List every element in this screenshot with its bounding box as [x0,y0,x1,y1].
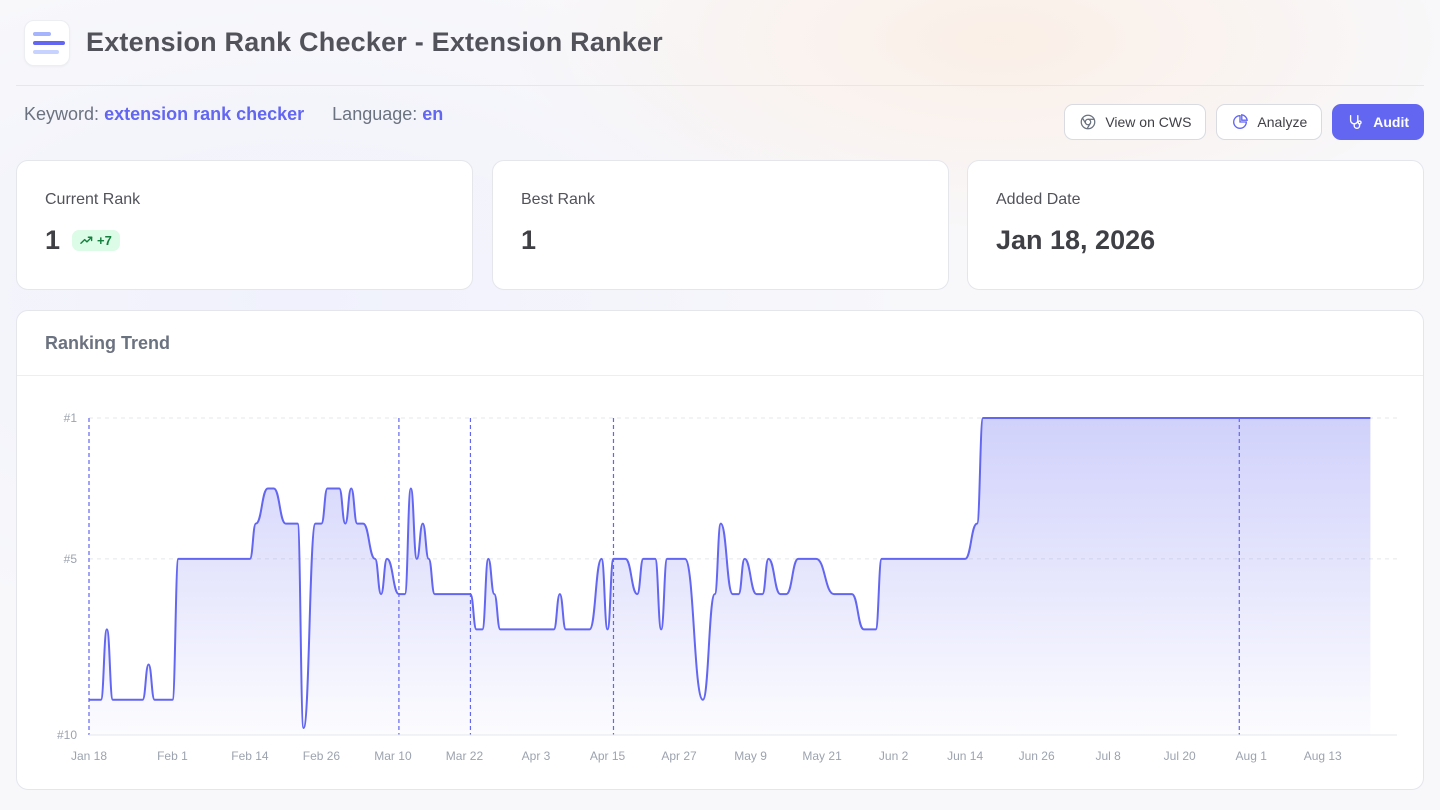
x-tick-label: Mar 10 [374,749,412,763]
x-tick-label: Jul 20 [1164,749,1196,763]
audit-button[interactable]: Audit [1332,104,1424,140]
chart-title: Ranking Trend [17,311,1423,376]
y-tick-label: #10 [57,728,77,742]
x-tick-label: May 9 [734,749,767,763]
x-tick-label: Feb 26 [303,749,341,763]
x-tick-label: Aug 1 [1236,749,1268,763]
x-tick-label: Apr 3 [522,749,551,763]
stats-cards: Current Rank 1 +7 Best Rank 1 Added Date… [16,160,1424,290]
pie-chart-icon [1233,114,1249,129]
language-value: en [422,104,444,124]
series-area [89,418,1371,735]
action-buttons: View on CWS Analyze Audit [1064,104,1424,140]
bars-logo-icon [24,19,70,66]
view-on-cws-label: View on CWS [1105,114,1192,130]
added-date-label: Added Date [996,191,1081,208]
best-rank-value: 1 [521,225,537,255]
ranking-trend-chart[interactable]: #1 #5 #10 Jan 18 Feb 1 Feb 14 Feb 26 Mar 10 Mar … [17,377,1424,790]
x-tick-label: Jul 8 [1095,749,1121,763]
rank-change-value: +7 [97,233,112,248]
x-tick-label: Jun 2 [879,749,909,763]
keyword-value: extension rank checker [104,104,305,124]
analyze-label: Analyze [1257,114,1308,130]
x-tick-label: Feb 14 [231,749,269,763]
rank-change-badge: +7 [72,230,120,251]
x-tick-label: Jan 18 [71,749,107,763]
current-rank-value-row: 1 +7 [45,225,444,256]
x-tick-label: Mar 22 [446,749,484,763]
keyword-info: Keyword: extension rank checker [24,104,304,125]
analyze-button[interactable]: Analyze [1216,104,1323,140]
x-tick-label: Feb 1 [157,749,188,763]
added-date-value: Jan 18, 2026 [996,225,1156,255]
y-tick-label: #5 [64,552,78,566]
trend-up-icon [80,236,93,244]
page-header: Extension Rank Checker - Extension Ranke… [16,0,1424,86]
language-info: Language: en [332,104,443,125]
current-rank-card: Current Rank 1 +7 [16,160,473,290]
y-tick-label: #1 [64,411,78,425]
best-rank-card: Best Rank 1 [492,160,949,290]
current-rank-value: 1 [45,225,61,255]
best-rank-label: Best Rank [521,191,595,208]
keyword-meta: Keyword: extension rank checker Language… [24,104,443,125]
language-label: Language: [332,104,418,124]
x-tick-label: Apr 15 [590,749,626,763]
x-tick-label: Jun 26 [1019,749,1055,763]
stethoscope-icon [1350,115,1362,129]
current-rank-label: Current Rank [45,191,141,208]
x-tick-label: Apr 27 [661,749,697,763]
view-on-cws-button[interactable]: View on CWS [1064,104,1207,140]
ranking-trend-card: Ranking Trend #1 #5 #10 Jan 18 Feb 1 Feb 14 Fe… [16,310,1424,790]
added-date-card: Added Date Jan 18, 2026 [967,160,1424,290]
x-tick-label: May 21 [802,749,842,763]
keyword-label: Keyword: [24,104,100,124]
chrome-icon [1080,114,1096,130]
x-tick-label: Jun 14 [947,749,983,763]
x-tick-label: Aug 13 [1304,749,1342,763]
page-title: Extension Rank Checker - Extension Ranke… [86,27,663,57]
audit-label: Audit [1373,114,1409,130]
